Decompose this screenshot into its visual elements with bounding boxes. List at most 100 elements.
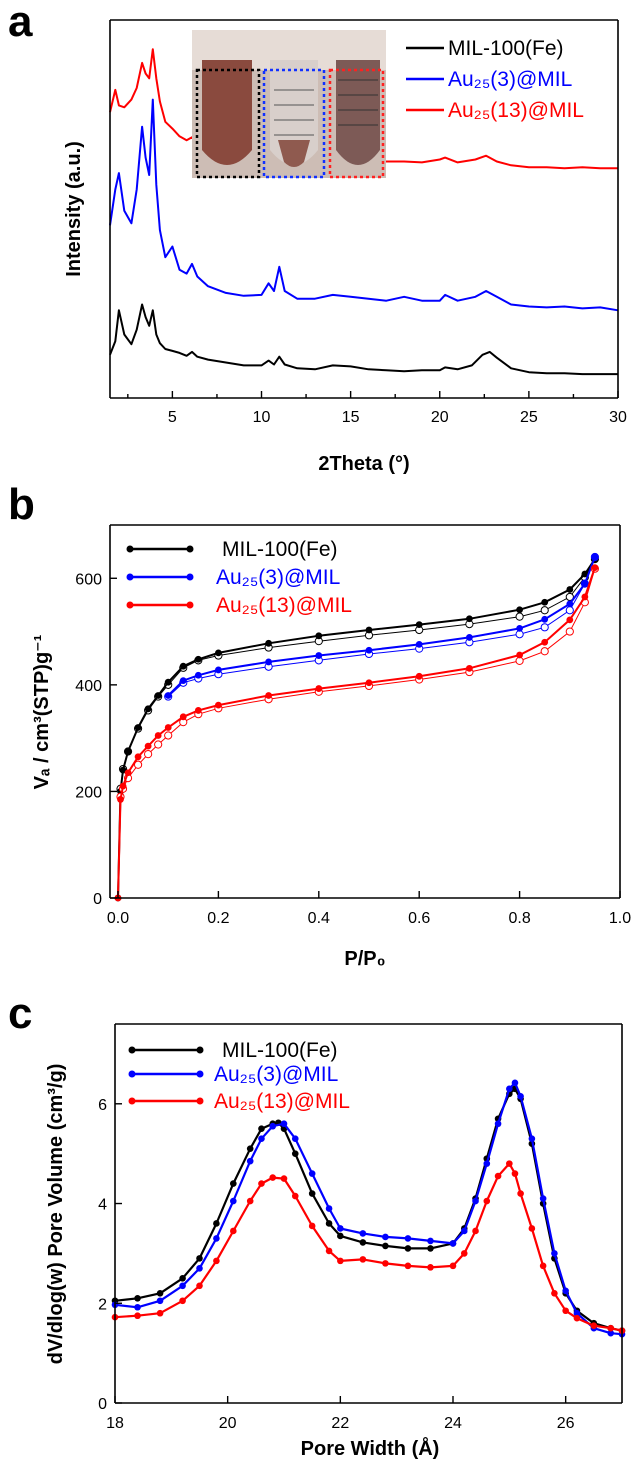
panel-c-point <box>280 1120 288 1128</box>
panel-b-adsorption-point <box>117 796 124 803</box>
panel-c-point <box>291 1192 299 1200</box>
panel-c-point <box>404 1262 412 1270</box>
panel-c-point <box>427 1264 434 1271</box>
panel-b-x-tick-label: 0.2 <box>207 910 229 927</box>
panel-b-adsorption-point <box>566 600 574 608</box>
panel-b-desorption-point <box>565 627 574 636</box>
panel-c-point <box>337 1257 344 1265</box>
panel-c-point <box>449 1240 457 1247</box>
panel-a-x-tick-label: 15 <box>342 409 360 426</box>
panel-c-point <box>213 1235 220 1242</box>
panel-b-y-tick-label: 400 <box>75 678 102 695</box>
legend-b-label-mil: MIL-100(Fe) <box>222 538 338 561</box>
panel-c-y-title: dV/dlog(w) Pore Volume (cm³/g) <box>45 1064 67 1365</box>
panel-a-inset-photo <box>192 30 386 179</box>
panel-c-point <box>156 1289 164 1297</box>
panel-b-x-tick-label: 0.8 <box>508 910 530 927</box>
panel-b-adsorption-point <box>144 742 152 750</box>
panel-c-point <box>382 1260 389 1267</box>
panel-b-adsorption-point <box>581 570 589 578</box>
panel-c-point <box>213 1220 220 1227</box>
panel-b-adsorption-point <box>466 664 473 672</box>
legend-b-label-au3: Au₂₅(3)@MIL <box>216 566 340 589</box>
legend-c-label-au13: Au₂₅(13)@MIL <box>214 1090 350 1113</box>
panel-c-point <box>382 1242 389 1250</box>
legend-a-label-au13: Au₂₅(13)@MIL <box>448 99 584 122</box>
panel-b-adsorption-point <box>164 678 172 686</box>
vial-black <box>195 60 261 179</box>
panel-b-adsorption-point <box>415 672 423 680</box>
panel-b-desorption-point <box>154 740 163 749</box>
panel-c-point <box>573 1314 581 1322</box>
panel-b-letter: b <box>8 480 35 529</box>
panel-b-adsorption-point <box>265 639 272 647</box>
panel-b-marks <box>114 552 600 902</box>
panel-c-point <box>607 1324 615 1332</box>
panel-b-adsorption-point <box>315 632 323 640</box>
panel-b-adsorption-point <box>365 626 373 634</box>
panel-b-adsorption-point <box>134 753 142 761</box>
panel-b-ticks: 0.0 0.2 0.4 0.6 0.8 1.0 0 200 400 600 <box>75 571 631 927</box>
panel-a-x-tick-label: 20 <box>431 409 449 426</box>
panel-c-point <box>551 1250 558 1257</box>
panel-b-adsorption-point <box>164 692 172 699</box>
panel-b-adsorption-point <box>265 692 272 699</box>
panel-b-adsorption-point <box>179 713 187 721</box>
panel-c-marks <box>111 1079 626 1338</box>
legend-c-label-au3: Au₂₅(3)@MIL <box>214 1063 338 1086</box>
panel-b-adsorption-point <box>119 766 127 774</box>
panel-c-legend: MIL-100(Fe) Au₂₅(3)@MIL Au₂₅(13)@MIL <box>128 1039 350 1113</box>
panel-c-point <box>511 1170 519 1177</box>
panel-c-point <box>325 1220 333 1227</box>
vial-blue <box>262 60 326 179</box>
panel-b: b 0.0 0.2 0.4 0.6 0.8 1.0 0 200 400 600 P/P₀ Vₐ /… <box>8 480 631 970</box>
panel-c-point <box>246 1197 254 1205</box>
panel-c-point <box>156 1309 164 1317</box>
panel-c-point <box>308 1170 316 1177</box>
panel-b-desorption-point <box>515 612 524 621</box>
legend-a-label-mil: MIL-100(Fe) <box>448 37 564 60</box>
panel-b-adsorption-point <box>124 769 132 777</box>
panel-c-point <box>472 1197 479 1205</box>
panel-b-y-tick-label: 600 <box>75 571 102 588</box>
panel-c-point <box>511 1079 519 1087</box>
panel-c-point <box>359 1256 367 1263</box>
panel-a-x-tick-label: 5 <box>168 409 177 426</box>
panel-c-point <box>134 1312 141 1320</box>
panel-b-desorption-point <box>540 647 549 656</box>
panel-c-point <box>196 1282 203 1290</box>
panel-a-series-mil-100-fe <box>109 303 618 376</box>
panel-c-x-tick-label: 18 <box>106 1415 124 1432</box>
legend-c-label-mil: MIL-100(Fe) <box>222 1039 338 1062</box>
panel-b-adsorption-point <box>194 707 202 714</box>
panel-c-point <box>258 1135 265 1142</box>
panel-c-point <box>607 1329 615 1337</box>
panel-b-adsorption-point <box>566 616 574 624</box>
panel-b-x-tick-label: 0.4 <box>308 910 330 927</box>
panel-b-adsorption-point <box>415 640 423 648</box>
panel-b-adsorption-point <box>265 658 272 666</box>
panel-b-adsorption-line-au25-3-mil <box>167 556 596 697</box>
panel-c-y-tick-label: 0 <box>98 1396 107 1413</box>
panel-b-adsorption-point <box>581 580 589 588</box>
panel-c-point <box>230 1180 237 1187</box>
panel-c-point <box>460 1250 468 1257</box>
panel-b-y-title: Vₐ / cm³(STP)g⁻¹ <box>31 634 53 789</box>
vial-red <box>328 60 385 179</box>
panel-b-adsorption-point <box>215 701 222 709</box>
panel-b-adsorption-point <box>179 677 187 684</box>
panel-a-series-au25-3-mil <box>109 98 619 312</box>
panel-c-point <box>494 1120 502 1128</box>
panel-b-adsorption-point <box>541 598 549 606</box>
panel-c-point <box>179 1275 186 1282</box>
panel-c-point <box>179 1297 186 1305</box>
panel-b-adsorption-point <box>516 651 523 659</box>
panel-a-x-tick-label: 10 <box>253 409 271 426</box>
panel-c-series-au25-3-mil <box>114 1081 623 1336</box>
panel-c-point <box>280 1175 288 1182</box>
panel-b-adsorption-point <box>179 662 187 670</box>
panel-c-x-tick-label: 24 <box>444 1415 462 1432</box>
